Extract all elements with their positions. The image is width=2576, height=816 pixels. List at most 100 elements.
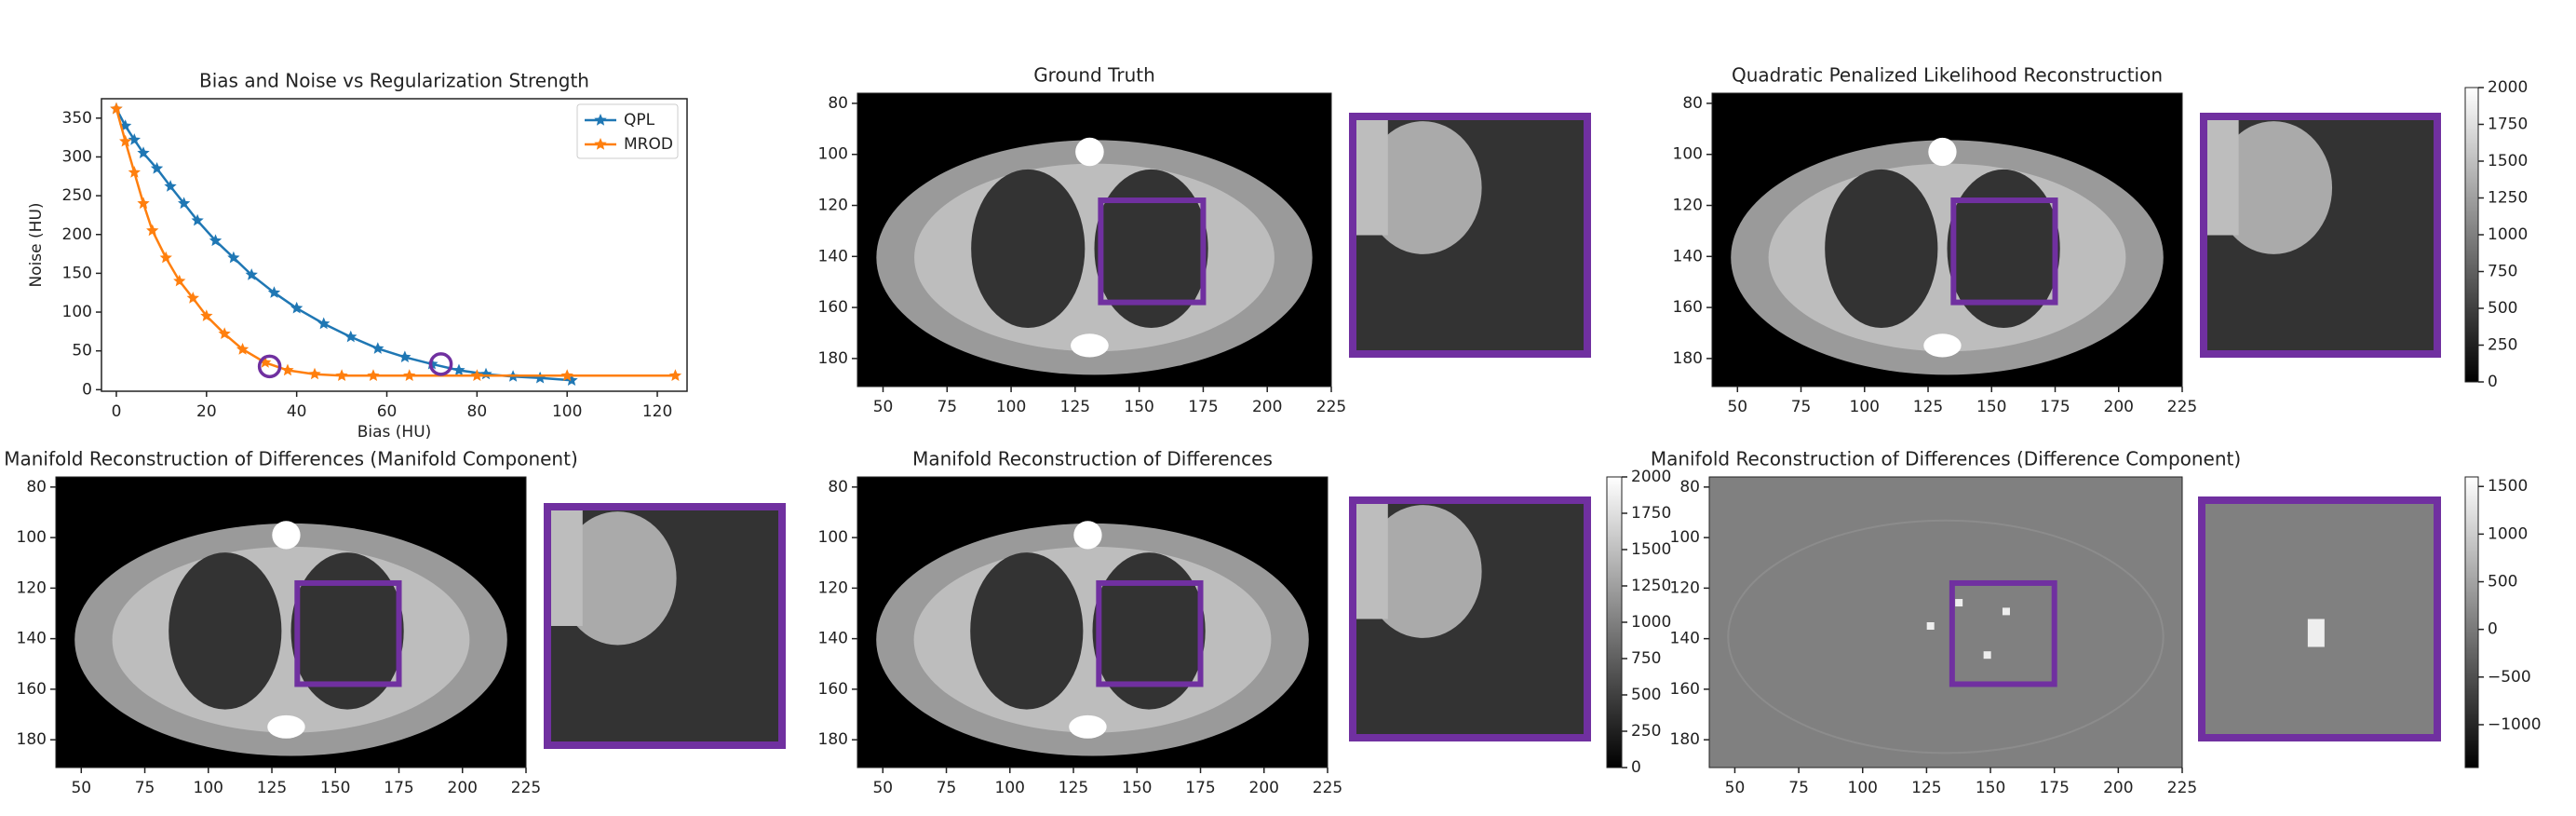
- point-marker: [403, 369, 416, 381]
- point-marker: [218, 327, 231, 339]
- colorbar: [2464, 476, 2479, 768]
- y-tick-label: 80: [828, 478, 848, 496]
- roi-box: [1950, 197, 2058, 306]
- point-marker: [281, 363, 294, 376]
- legend-marker: [594, 138, 607, 150]
- spine: [1923, 333, 1962, 358]
- x-tick-label: 40: [287, 402, 307, 421]
- point-marker: [119, 134, 132, 147]
- point-marker: [137, 146, 150, 158]
- x-tick-label: 120: [642, 402, 672, 421]
- point-marker: [371, 342, 384, 354]
- x-tick-label: 225: [2167, 779, 2197, 797]
- speck: [1955, 599, 1963, 607]
- x-tick-label: 100: [194, 779, 223, 797]
- ct-image: [56, 477, 526, 768]
- point-marker: [178, 197, 191, 210]
- x-tick-label: 175: [1188, 398, 1218, 416]
- y-tick-label: 100: [17, 528, 47, 547]
- roi-box: [1096, 579, 1204, 687]
- zoom-speck: [2307, 619, 2325, 647]
- x-tick-label: 0: [112, 402, 122, 421]
- colorbar-tick-label: 1000: [1631, 613, 1671, 632]
- x-tick-label: 50: [873, 398, 894, 416]
- legend-label: QPL: [624, 111, 655, 129]
- y-tick-label: 100: [818, 145, 848, 164]
- zoom-frame: [1349, 496, 1591, 741]
- lung-right: [1094, 169, 1208, 328]
- highlight-circle: [257, 354, 282, 379]
- image-frame: [55, 476, 527, 768]
- colorbar-tick-label: 250: [1631, 722, 1661, 741]
- x-tick-label: 150: [320, 779, 350, 797]
- speck: [2002, 607, 2010, 616]
- colorbar-tick-label: 750: [2488, 263, 2517, 281]
- y-tick-label: 150: [62, 264, 92, 282]
- zoom-edge: [2204, 116, 2239, 236]
- y-tick-label: 180: [17, 730, 47, 749]
- trachea: [1075, 137, 1104, 167]
- y-tick-label: 50: [72, 342, 92, 360]
- colorbar-tick-label: 1000: [2488, 225, 2528, 244]
- x-tick-label: 175: [1185, 779, 1215, 797]
- speck: [1983, 651, 1991, 660]
- x-tick-label: 50: [71, 779, 91, 797]
- chart-title: Quadratic Penalized Likelihood Reconstru…: [1732, 64, 2163, 87]
- colorbar-tick-label: 1000: [2488, 524, 2528, 543]
- zoom-tissue: [1364, 121, 1482, 254]
- y-tick-label: 160: [818, 298, 848, 317]
- body-inner: [112, 546, 470, 733]
- colorbar-tick-label: 1750: [1631, 504, 1671, 523]
- x-tick-label: 175: [2040, 398, 2070, 416]
- y-tick-label: 120: [818, 197, 848, 215]
- colorbar-tick-label: 2000: [2488, 78, 2528, 97]
- point-marker: [128, 133, 141, 145]
- y-tick-label: 80: [1682, 94, 1703, 113]
- colorbar-tick-label: 1500: [2488, 477, 2528, 496]
- colorbar-tick-label: −1000: [2488, 715, 2542, 734]
- point-marker: [668, 369, 682, 381]
- series-line: [115, 108, 676, 377]
- zoom-tissue: [1364, 505, 1482, 638]
- zoom-frame: [2198, 496, 2441, 741]
- y-tick-label: 80: [1679, 478, 1700, 496]
- legend-marker: [594, 114, 607, 126]
- y-tick-label: 140: [17, 630, 47, 648]
- y-tick-label: 180: [1673, 349, 1703, 368]
- lung-right: [1092, 552, 1206, 710]
- y-tick-label: 100: [62, 303, 92, 321]
- lung-left: [970, 552, 1084, 710]
- x-tick-label: 225: [1313, 779, 1342, 797]
- colorbar-tick-label: 500: [1631, 686, 1661, 704]
- y-tick-label: 140: [818, 247, 848, 265]
- point-marker: [317, 317, 330, 330]
- lung-left: [169, 552, 282, 710]
- x-tick-label: 200: [2103, 779, 2133, 797]
- y-tick-label: 250: [62, 186, 92, 205]
- y-axis-label: Noise (HU): [27, 202, 46, 287]
- x-tick-label: 225: [2167, 398, 2197, 416]
- spine: [267, 714, 305, 739]
- colorbar-tick-label: −500: [2488, 668, 2531, 687]
- x-tick-label: 50: [1727, 398, 1747, 416]
- zoom-frame: [2200, 113, 2441, 358]
- chart-title: Manifold Reconstruction of Differences (…: [4, 448, 578, 470]
- lung-right: [1947, 169, 2060, 328]
- speck: [1926, 622, 1935, 630]
- y-tick-label: 180: [818, 730, 848, 749]
- y-tick-label: 100: [1670, 528, 1700, 547]
- x-tick-label: 50: [872, 779, 893, 797]
- y-tick-label: 100: [818, 528, 848, 547]
- roi-box: [1949, 579, 2057, 687]
- point-marker: [470, 369, 483, 381]
- y-tick-label: 120: [17, 578, 47, 597]
- point-marker: [452, 363, 465, 376]
- point-marker: [259, 356, 272, 368]
- y-tick-label: 160: [1670, 680, 1700, 699]
- lung-right: [290, 552, 404, 710]
- y-tick-label: 0: [82, 380, 92, 399]
- x-tick-label: 150: [1976, 779, 2005, 797]
- point-marker: [159, 251, 172, 264]
- x-tick-label: 200: [1252, 398, 1282, 416]
